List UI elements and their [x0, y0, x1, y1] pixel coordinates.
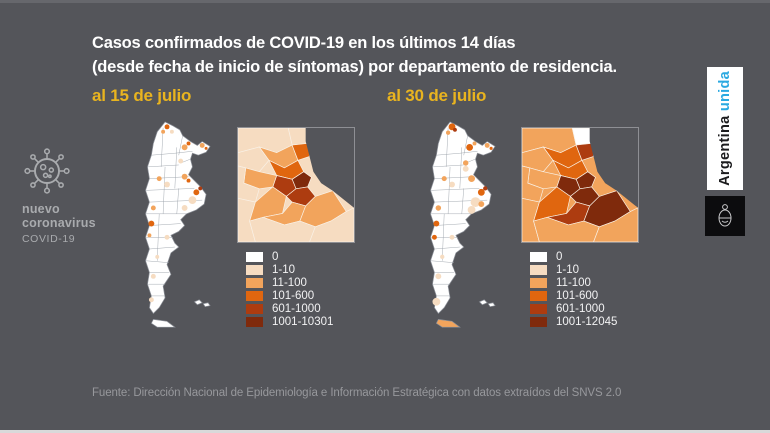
- legend-swatch: [530, 291, 547, 301]
- legend-swatch: [530, 304, 547, 314]
- badge-label-nuevo: nuevo: [22, 202, 60, 216]
- legend-row: 1001-10301: [246, 316, 334, 328]
- title-line-1: Casos confirmados de COVID-19 en los últ…: [92, 34, 516, 52]
- page-title: Casos confirmados de COVID-19 en los últ…: [92, 31, 692, 79]
- tierra-del-fuego: [150, 318, 176, 328]
- legend-label: 1001-12045: [556, 316, 618, 328]
- argentina-map-july15: [145, 121, 211, 328]
- badge-label-covid19: COVID-19: [22, 233, 76, 245]
- legend-swatch: [530, 317, 547, 327]
- legend-label: 1001-10301: [272, 316, 334, 328]
- tierra-del-fuego: [435, 318, 461, 328]
- legend-row: 101-600: [530, 290, 617, 302]
- rio-de-la-plata: [589, 128, 638, 208]
- amba-inset-july30: [521, 127, 639, 243]
- legend-row: 11-100: [246, 277, 333, 289]
- legend-row: 0: [530, 251, 617, 263]
- legend-label: 601-1000: [556, 303, 605, 315]
- legend-swatch: [246, 291, 263, 301]
- legend-swatch: [530, 278, 547, 288]
- legend-label: 11-100: [272, 277, 307, 289]
- brand-country-label: Argentina: [717, 115, 733, 186]
- legend-row: 101-600: [246, 290, 333, 302]
- legend-label: 601-1000: [272, 303, 321, 315]
- legend-label: 1-10: [272, 264, 296, 276]
- legend-swatch: [246, 317, 263, 327]
- legend-label: 1-10: [556, 264, 580, 276]
- legend-swatch: [246, 304, 263, 314]
- national-coat-of-arms: [705, 196, 745, 236]
- legend-row: 1001-12045: [530, 316, 618, 328]
- badge-label-coronavirus: coronavirus: [22, 215, 96, 230]
- argentina-unida-banner: Argentina unida: [707, 67, 743, 190]
- top-edge-bar: [0, 0, 770, 3]
- legend-row: 601-1000: [246, 303, 333, 315]
- date-subtitle-july30: al 30 de julio: [387, 86, 487, 105]
- legend-label: 11-100: [556, 277, 591, 289]
- case-hotspots: [147, 124, 208, 303]
- bottom-edge-bar: [0, 430, 770, 433]
- source-note: Fuente: Dirección Nacional de Epidemiolo…: [92, 387, 622, 399]
- legend-label: 0: [556, 251, 563, 263]
- case-hotspots: [431, 123, 493, 306]
- virus-icon: [24, 148, 70, 194]
- legend-swatch: [246, 278, 263, 288]
- legend-label: 101-600: [556, 290, 599, 302]
- malvinas-islands: [478, 299, 496, 308]
- amba-inset-july15: [237, 127, 355, 243]
- malvinas-islands: [193, 299, 211, 308]
- legend-label: 0: [272, 251, 279, 263]
- legend-row: 1-10: [530, 264, 617, 276]
- coat-of-arms-icon: [718, 204, 732, 227]
- legend-swatch: [530, 265, 547, 275]
- date-subtitle-july15: al 15 de julio: [92, 86, 192, 105]
- province-borders: [145, 127, 203, 297]
- coronavirus-badge: nuevo coronavirus COVID-19: [14, 146, 100, 245]
- argentina-map-july30: [430, 121, 496, 328]
- legend-row: 1-10: [246, 264, 333, 276]
- title-line-2: (desde fecha de inicio de síntomas) por …: [92, 58, 617, 76]
- legend-label: 101-600: [272, 290, 315, 302]
- legend-row: 0: [246, 251, 333, 263]
- legend-row: 11-100: [530, 277, 617, 289]
- legend-swatch: [530, 252, 547, 262]
- legend-swatch: [246, 265, 263, 275]
- legend-july15: 0 1-10 11-100 101-600 601-1000 1001-1030…: [246, 251, 334, 330]
- brand-slogan-label: unida: [717, 71, 733, 112]
- legend-swatch: [246, 252, 263, 262]
- legend-row: 601-1000: [530, 303, 617, 315]
- rio-de-la-plata: [305, 128, 354, 208]
- legend-july30: 0 1-10 11-100 101-600 601-1000 1001-1204…: [530, 251, 618, 330]
